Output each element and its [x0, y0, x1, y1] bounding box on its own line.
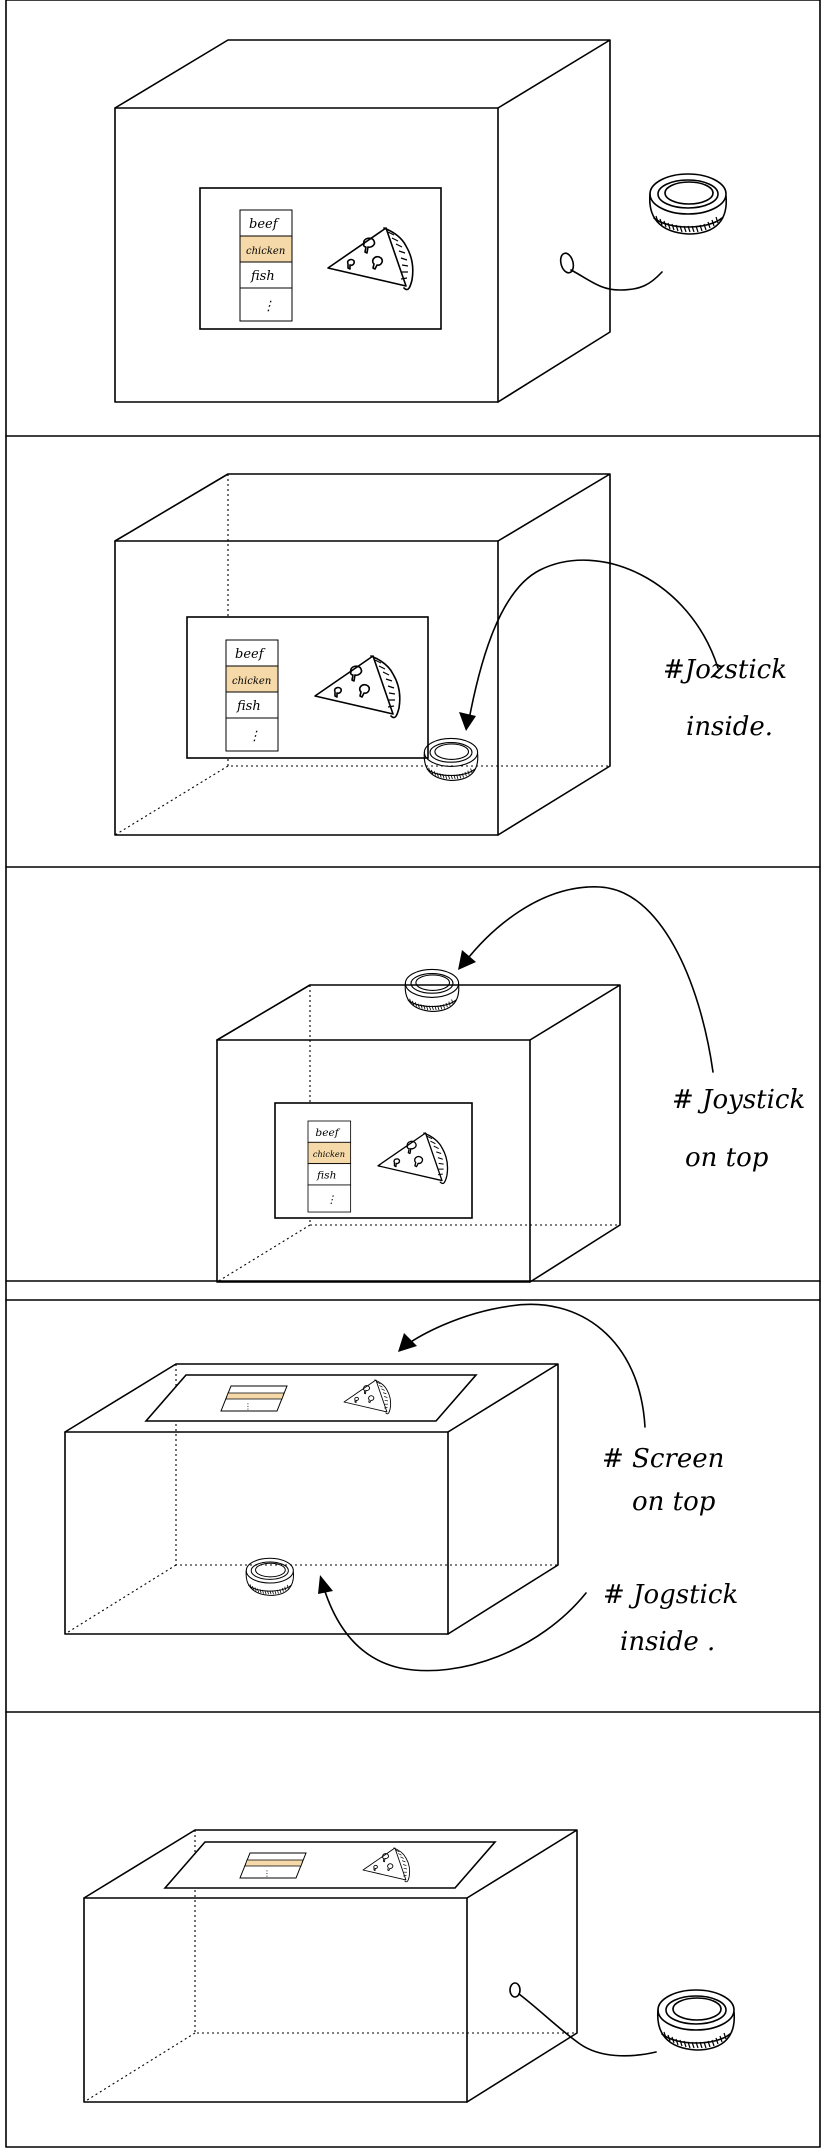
screen-on-top: ⋮	[144, 1374, 478, 1422]
menu-cell	[225, 691, 279, 719]
screen: beef chicken fish ⋮	[274, 1102, 473, 1219]
panel-4: ⋮ # Screen on top # Jogstick inside .	[64, 1303, 738, 1672]
annotation-joystick-inside: #Jozstick	[663, 655, 787, 685]
box-outline	[114, 39, 611, 403]
annotation-arrow	[467, 559, 719, 726]
joystick-cable	[570, 269, 663, 291]
menu-cell	[225, 639, 279, 667]
menu-item-fish: fish	[316, 1168, 336, 1181]
menu-item-more: ⋮	[248, 729, 261, 744]
menu-item-chicken: chicken	[246, 246, 285, 257]
menu-item-beef: beef	[315, 1126, 340, 1139]
menu-cell-selected	[239, 235, 293, 263]
box-outline	[64, 1363, 559, 1635]
arrow-head	[398, 1333, 417, 1352]
menu-item-beef: beef	[249, 217, 280, 232]
menu-item-fish: fish	[250, 269, 275, 284]
panel-5: ⋮	[83, 1829, 736, 2103]
connector-port-icon	[559, 252, 575, 274]
panel-3: beef chicken fish ⋮ # Joystick on top	[216, 886, 805, 1283]
menu-item-fish: fish	[236, 699, 261, 714]
outer-frame	[5, 0, 821, 2148]
joystick-cable	[518, 1993, 657, 2057]
menu-list-mini: ⋮	[239, 1852, 307, 1879]
connector-port-icon	[509, 1982, 521, 1998]
annotation-screen-on-top-2: on top	[632, 1487, 716, 1517]
menu-cell	[225, 717, 279, 752]
screen: beef chicken fish ⋮	[186, 616, 429, 759]
annotation-joystick-inside: # Jogstick	[603, 1580, 738, 1610]
menu-item-more: ⋮	[262, 299, 275, 314]
panel-2: beef chicken fish ⋮ #Jozstick inside.	[114, 473, 787, 836]
screen: beef chicken fish ⋮	[199, 187, 442, 330]
panel-1: beef chicken fish ⋮	[114, 39, 728, 403]
menu-cell-selected	[225, 665, 279, 693]
annotation-screen-on-top: # Screen	[602, 1444, 724, 1474]
menu-item-chicken: chicken	[232, 676, 271, 687]
menu-list: beef chicken fish ⋮	[307, 1120, 352, 1213]
joystick-icon[interactable]	[648, 173, 728, 235]
annotation-joystick-on-top: # Joystick	[672, 1085, 805, 1115]
arrow-head	[458, 950, 476, 970]
menu-list-mini: ⋮	[220, 1385, 288, 1412]
menu-list: beef chicken fish ⋮	[239, 209, 293, 322]
joystick-icon[interactable]	[656, 1989, 736, 2051]
screen-on-top: ⋮	[163, 1841, 497, 1889]
menu-item-more: ⋮	[326, 1193, 337, 1206]
menu-cell	[239, 287, 293, 322]
box-outline	[83, 1829, 578, 2103]
annotation-joystick-on-top-2: on top	[685, 1143, 769, 1173]
box-outline	[114, 473, 611, 836]
annotation-arrow	[321, 1581, 587, 1672]
arrow-head	[459, 712, 476, 731]
menu-item-beef: beef	[235, 647, 266, 662]
annotation-joystick-inside-2: inside.	[686, 712, 773, 742]
menu-item-chicken: chicken	[313, 1149, 345, 1159]
svg-text:⋮: ⋮	[244, 1402, 252, 1411]
annotation-arrow	[464, 886, 714, 1073]
joystick-icon[interactable]	[404, 968, 460, 1012]
menu-cell	[239, 261, 293, 289]
arrow-head	[318, 1575, 333, 1594]
joystick-icon[interactable]	[245, 1557, 295, 1596]
joystick-icon[interactable]	[423, 737, 479, 781]
annotation-arrow	[404, 1303, 646, 1428]
menu-list: beef chicken fish ⋮	[225, 639, 279, 752]
box-outline	[216, 984, 621, 1283]
annotation-joystick-inside-2: inside .	[620, 1627, 715, 1657]
menu-cell	[307, 1184, 352, 1213]
svg-text:⋮: ⋮	[263, 1869, 271, 1878]
